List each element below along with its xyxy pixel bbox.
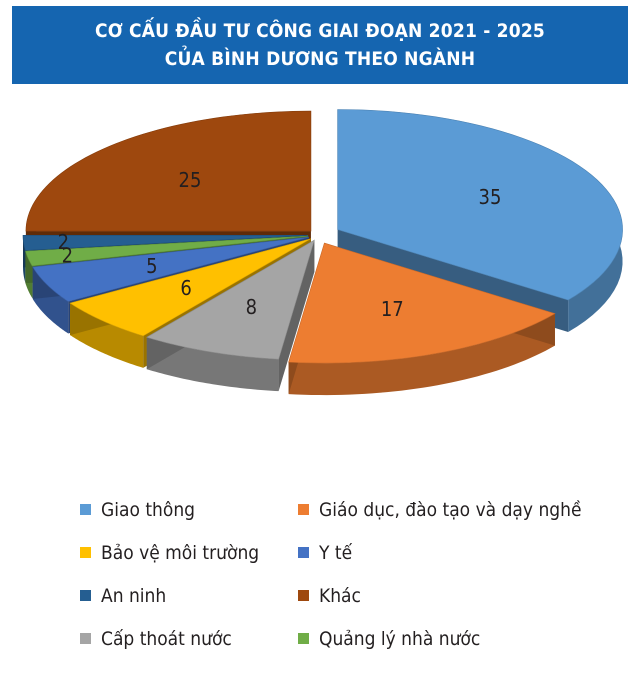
pie-data-label: 25 (179, 168, 202, 192)
legend-item: Bảo vệ môi trường (80, 535, 298, 570)
legend-swatch (80, 590, 91, 601)
pie-slice-c-p-tho-t-n-c (146, 239, 315, 360)
pie-slice-giao-th-ng (337, 109, 623, 301)
pie-data-label: 17 (381, 297, 404, 321)
legend-label: Bảo vệ môi trường (101, 541, 260, 564)
pie-slice-rim (146, 337, 279, 392)
legend-swatch (298, 547, 309, 558)
legend-item: Quảng lý nhà nước (298, 621, 598, 656)
legend-item: An ninh (80, 578, 298, 613)
legend-swatch (80, 504, 91, 515)
chart-title-line-1: CƠ CẤU ĐẦU TƯ CÔNG GIAI ĐOẠN 2021 - 2025 (94, 20, 546, 42)
pie-data-label: 2 (58, 230, 69, 254)
legend-item: Y tế (298, 535, 598, 570)
pie-slice-an-ninh (22, 235, 309, 251)
legend-label: An ninh (101, 584, 167, 607)
legend-swatch (298, 504, 309, 515)
legend-label: Khác (319, 584, 361, 607)
legend-label: Giáo dục, đào tạo và dạy nghề (319, 498, 582, 521)
pie-data-label: 35 (479, 185, 502, 209)
legend-item: Cấp thoát nước (80, 621, 298, 656)
pie-slice-rim (288, 313, 555, 396)
legend-swatch (80, 547, 91, 558)
pie-chart: 35 17 8 65 22 25 (22, 109, 623, 396)
legend-item: Khác (298, 578, 598, 613)
chart-title-banner: CƠ CẤU ĐẦU TƯ CÔNG GIAI ĐOẠN 2021 - 2025… (12, 6, 628, 84)
pie-slice-qu-ng-l-nh-n-c (25, 235, 309, 267)
pie-data-label: 2 (62, 243, 73, 267)
legend-label: Y tế (319, 541, 353, 564)
legend-swatch (298, 590, 309, 601)
legend-label: Giao thông (101, 498, 196, 521)
pie-data-label: 5 (146, 254, 157, 278)
legend-label: Quảng lý nhà nước (319, 627, 481, 650)
legend-label: Cấp thoát nước (101, 627, 232, 650)
chart-legend: Giao thông Giáo dục, đào tạo và dạy nghề B… (80, 492, 610, 656)
legend-item: Giao thông (80, 492, 298, 527)
chart-title-line-2: CỦA BÌNH DƯƠNG THEO NGÀNH (164, 48, 476, 70)
pie-slice-b-o-v-m-i-tr-ng (69, 238, 311, 337)
pie-data-label: 8 (246, 295, 257, 319)
legend-swatch (80, 633, 91, 644)
pie-slice-y-t- (32, 236, 309, 302)
legend-swatch (298, 633, 309, 644)
pie-chart-area: 35 17 8 6 5 2 2 25 (0, 95, 640, 475)
pie-slice-gi-o-d-c-o-t-o-v-d-y-ngh- (288, 242, 556, 364)
pie-slice-cut-face (278, 240, 315, 392)
pie-data-label: 6 (180, 276, 191, 300)
legend-item: Giáo dục, đào tạo và dạy nghề (298, 492, 598, 527)
pie-slice-kh-c (25, 110, 312, 232)
